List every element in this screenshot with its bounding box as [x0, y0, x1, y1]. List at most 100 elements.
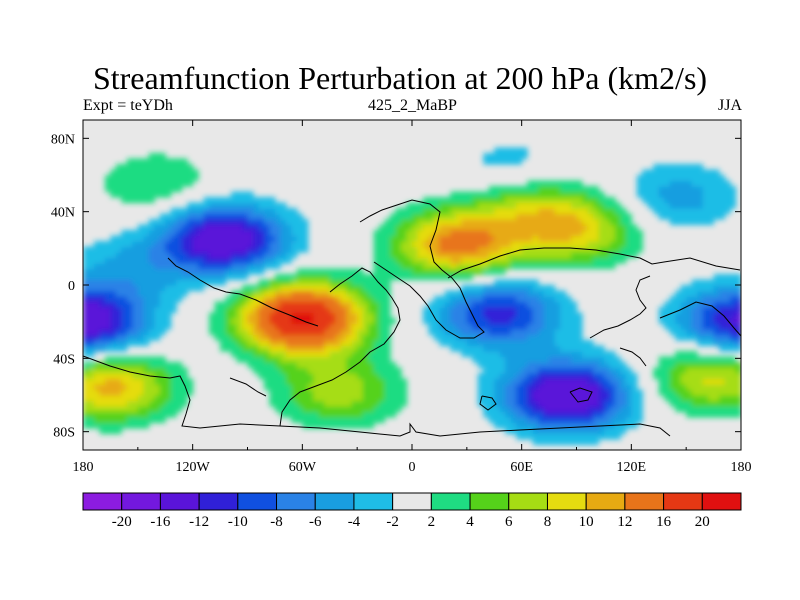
field-cell — [581, 439, 589, 446]
field-cell — [93, 252, 101, 259]
field-cell — [340, 400, 347, 407]
field-cell — [477, 340, 484, 347]
field-cell — [609, 224, 616, 231]
field-cell — [318, 323, 325, 330]
field-cell — [198, 213, 205, 220]
field-cell — [93, 395, 101, 402]
field-cell — [373, 356, 380, 363]
field-cell — [549, 356, 556, 363]
field-cell — [121, 362, 128, 369]
field-cell — [708, 362, 715, 369]
field-cell — [620, 411, 627, 418]
field-cell — [121, 296, 128, 303]
field-cell — [697, 175, 704, 182]
field-cell — [236, 351, 243, 358]
field-cell — [126, 400, 133, 407]
field-cell — [176, 263, 183, 270]
field-cell — [373, 323, 380, 330]
field-cell — [170, 378, 177, 385]
field-cell — [691, 400, 698, 407]
field-cell — [581, 230, 589, 237]
field-cell — [93, 307, 101, 314]
field-cell — [724, 307, 731, 314]
field-cell — [719, 345, 726, 352]
field-cell — [571, 345, 578, 352]
field-cell — [466, 263, 473, 270]
field-cell — [702, 208, 709, 215]
field-cell — [357, 378, 364, 385]
field-cell — [285, 274, 292, 281]
field-cell — [592, 439, 600, 446]
colorbar-label: -20 — [112, 514, 132, 530]
field-cell — [373, 384, 380, 391]
field-cell — [401, 252, 408, 259]
field-cell — [110, 257, 117, 264]
field-cell — [99, 268, 106, 275]
field-cell — [708, 400, 715, 407]
field-cell — [291, 290, 298, 297]
field-cell — [516, 213, 523, 220]
field-cell — [735, 274, 741, 281]
field-cell — [406, 202, 413, 209]
field-cell — [93, 268, 101, 275]
field-cell — [263, 246, 271, 253]
field-cell — [603, 230, 610, 237]
field-cell — [587, 406, 594, 413]
colorbar-box — [82, 492, 123, 511]
field-cell — [549, 197, 556, 204]
field-cell — [395, 389, 402, 396]
field-cell — [126, 246, 133, 253]
field-cell — [494, 301, 501, 308]
field-cell — [346, 406, 353, 413]
field-cell — [571, 191, 578, 198]
field-cell — [527, 180, 534, 187]
field-cell — [488, 290, 495, 297]
field-cell — [187, 235, 194, 242]
field-cell — [422, 312, 430, 319]
field-cell — [516, 351, 523, 358]
field-cell — [187, 246, 194, 253]
field-cell — [176, 164, 183, 171]
field-cell — [318, 279, 325, 286]
field-cell — [724, 395, 731, 402]
field-cell — [538, 362, 545, 369]
field-cell — [483, 241, 490, 248]
field-cell — [642, 180, 649, 187]
field-cell — [653, 367, 660, 374]
field-cell — [176, 389, 183, 396]
field-cell — [669, 208, 676, 215]
field-cell — [258, 323, 265, 330]
field-cell — [686, 329, 693, 336]
field-cell — [280, 312, 287, 319]
field-cell — [412, 241, 419, 248]
field-cell — [247, 224, 254, 231]
field-cell — [170, 411, 177, 418]
field-cell — [560, 433, 567, 440]
field-cell — [466, 213, 473, 220]
field-cell — [187, 274, 194, 281]
field-cell — [675, 208, 682, 215]
field-cell — [291, 351, 298, 358]
field-cell — [258, 285, 265, 292]
field-cell — [691, 180, 698, 187]
field-cell — [494, 230, 501, 237]
field-cell — [576, 246, 583, 253]
field-cell — [324, 329, 331, 336]
field-cell — [170, 406, 177, 413]
field-cell — [192, 224, 199, 231]
field-cell — [126, 285, 133, 292]
field-cell — [587, 422, 594, 429]
field-cell — [395, 219, 402, 226]
field-cell — [554, 263, 561, 270]
field-cell — [571, 362, 578, 369]
field-cell — [231, 246, 238, 253]
field-cell — [329, 395, 336, 402]
field-cell — [669, 384, 676, 391]
field-cell — [384, 257, 391, 264]
field-cell — [719, 197, 726, 204]
field-cell — [357, 334, 364, 341]
field-cell — [269, 246, 276, 253]
field-cell — [554, 329, 561, 336]
field-cell — [560, 356, 567, 363]
field-cell — [280, 384, 287, 391]
